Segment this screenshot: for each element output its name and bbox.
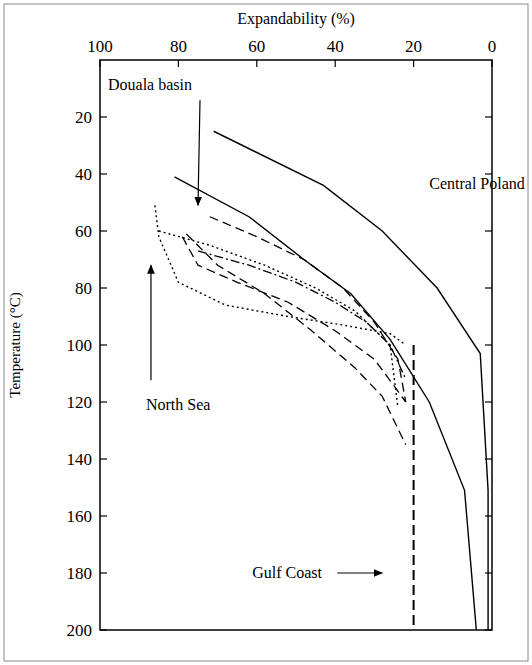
y-tick: [100, 116, 107, 117]
x-tick: [413, 60, 414, 67]
y-tick-right: [485, 344, 492, 345]
y-tick-label: 200: [67, 621, 93, 640]
x-tick-label: 100: [87, 37, 113, 56]
x-tick: [99, 60, 100, 67]
outer-border: [4, 4, 528, 661]
y-tick-right: [485, 287, 492, 288]
x-tick-label: 20: [405, 37, 422, 56]
y-tick-label: 100: [67, 336, 93, 355]
series-line: [186, 234, 406, 445]
y-tick-label: 60: [75, 222, 92, 241]
annotation-arrow: [198, 100, 200, 205]
series-line: [174, 177, 476, 630]
y-tick: [100, 344, 107, 345]
y-tick-label: 160: [67, 507, 93, 526]
y-tick-label: 180: [67, 564, 93, 583]
annotation-arrow: [337, 572, 382, 573]
annotation: North Sea: [146, 396, 210, 413]
y-tick-label: 20: [75, 108, 92, 127]
chart: 10080604020020406080100120140160180200Ex…: [0, 0, 532, 665]
x-tick: [178, 60, 179, 67]
y-tick: [100, 515, 107, 516]
y-tick: [100, 629, 107, 630]
annotation: Gulf Coast: [252, 564, 322, 581]
y-tick-right: [485, 401, 492, 402]
x-tick: [256, 60, 257, 67]
x-tick: [335, 60, 336, 67]
y-tick-label: 140: [67, 450, 93, 469]
y-tick-right: [485, 230, 492, 231]
series-group: [155, 131, 488, 630]
plot-frame: [100, 60, 492, 630]
series-line: [413, 345, 415, 630]
x-tick-label: 80: [170, 37, 187, 56]
annotation-arrow: [150, 265, 151, 380]
y-tick: [100, 572, 107, 573]
annotation: Douala basin: [108, 76, 192, 93]
y-axis-label: Temperature (°C): [7, 292, 24, 397]
y-tick-label: 80: [75, 279, 92, 298]
x-axis-label: Expandability (%): [237, 10, 355, 28]
y-tick: [100, 458, 107, 459]
annotation: Central Poland: [429, 175, 525, 192]
x-tick-label: 0: [488, 37, 497, 56]
series-line: [182, 237, 405, 402]
series-line: [198, 251, 406, 379]
y-tick: [100, 173, 107, 174]
y-tick: [100, 230, 107, 231]
y-tick: [100, 287, 107, 288]
y-tick-right: [485, 116, 492, 117]
series-line: [210, 217, 406, 402]
x-tick: [491, 60, 492, 67]
y-tick: [100, 401, 107, 402]
series-line: [214, 131, 488, 630]
y-tick-label: 120: [67, 393, 93, 412]
x-tick-label: 40: [327, 37, 344, 56]
x-tick-label: 60: [248, 37, 265, 56]
y-tick-label: 40: [75, 165, 92, 184]
